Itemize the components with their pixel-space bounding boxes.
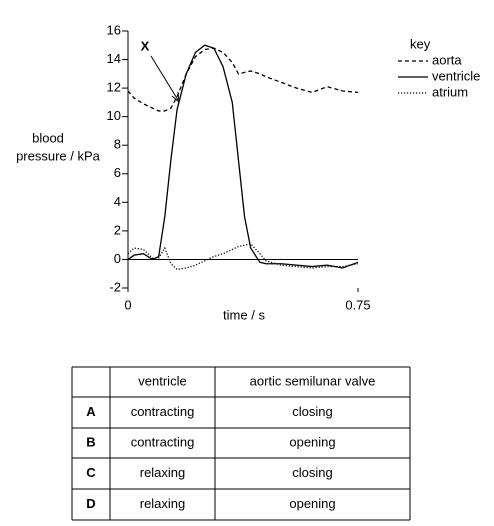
x-label: time / s: [223, 307, 265, 322]
row-letter: D: [86, 496, 95, 511]
table-cell: relaxing: [140, 496, 186, 511]
y-tick-label: 12: [107, 80, 121, 95]
legend-label: atrium: [432, 84, 468, 99]
table-cell: closing: [292, 465, 332, 480]
annotation-arrow: [150, 55, 179, 101]
y-label: pressure / kPa: [16, 148, 101, 163]
row-letter: A: [86, 404, 96, 419]
x-tick-label: 0.75: [345, 297, 370, 312]
table-cell: contracting: [131, 404, 195, 419]
row-letter: C: [86, 465, 96, 480]
table: ventricle aortic semilunar valve A contract…: [71, 366, 411, 521]
series-line: [127, 44, 359, 269]
table-cell: opening: [289, 496, 335, 511]
legend-label: ventricle: [432, 68, 480, 83]
legend-title: key: [410, 36, 431, 51]
x-tick-label: 0: [124, 297, 131, 312]
y-tick-label: 14: [107, 51, 121, 66]
y-tick-label: 4: [114, 194, 121, 209]
y-tick-label: 10: [107, 108, 121, 123]
table-cell: contracting: [131, 434, 195, 449]
y-tick-label: 0: [114, 251, 121, 266]
table-header: ventricle: [138, 373, 186, 388]
legend-label: aorta: [432, 52, 462, 67]
row-letter: B: [86, 434, 95, 449]
table-header: aortic semilunar valve: [250, 373, 376, 388]
annotation: X: [141, 38, 150, 53]
y-tick-label: 8: [114, 137, 121, 152]
y-tick-label: 6: [114, 165, 121, 180]
y-tick-label: 16: [107, 22, 121, 37]
y-tick-label: -2: [109, 279, 121, 294]
y-label: blood: [32, 130, 64, 145]
series-line: [127, 243, 359, 271]
table-cell: closing: [292, 404, 332, 419]
series-line: [127, 47, 359, 112]
table-cell: relaxing: [140, 465, 186, 480]
y-tick-label: 2: [114, 222, 121, 237]
table-cell: opening: [289, 434, 335, 449]
